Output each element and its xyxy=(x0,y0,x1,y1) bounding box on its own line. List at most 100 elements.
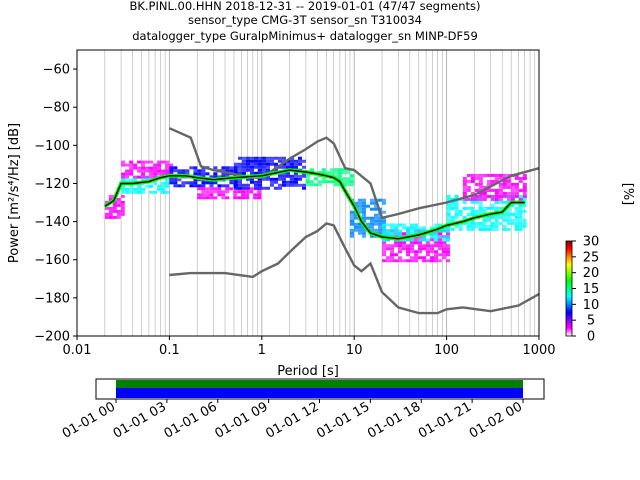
density-cell xyxy=(426,250,431,254)
density-cell xyxy=(382,229,387,233)
density-cell xyxy=(470,200,475,204)
density-cell xyxy=(329,168,334,172)
density-cell xyxy=(398,256,403,260)
density-cell xyxy=(454,212,459,216)
density-cell xyxy=(486,194,491,198)
density-cell xyxy=(522,197,527,201)
density-cell xyxy=(406,253,411,257)
density-cell xyxy=(402,223,407,227)
density-cell xyxy=(361,213,366,217)
density-cell xyxy=(253,196,258,200)
density-cell xyxy=(482,209,487,213)
density-cell xyxy=(522,218,527,222)
density-cell xyxy=(281,156,286,160)
density-cell xyxy=(197,196,202,200)
density-cell xyxy=(221,196,226,200)
density-cell xyxy=(253,180,258,184)
median-curve-line xyxy=(104,169,525,240)
density-cell xyxy=(418,247,423,251)
density-cell xyxy=(261,168,266,172)
density-cell xyxy=(458,224,463,228)
density-cell xyxy=(225,196,230,200)
density-cell xyxy=(490,173,495,177)
density-cell xyxy=(257,159,262,163)
density-cell xyxy=(450,218,455,222)
density-cell xyxy=(442,238,447,242)
density-cell xyxy=(245,193,250,197)
density-cell xyxy=(257,156,262,160)
density-cell xyxy=(494,224,499,228)
density-cell xyxy=(149,184,154,188)
density-cell xyxy=(478,227,483,231)
density-cell xyxy=(277,174,282,178)
density-cell xyxy=(502,200,507,204)
density-cell xyxy=(169,169,174,173)
density-cell xyxy=(213,187,218,191)
density-cell xyxy=(285,171,290,175)
density-cell xyxy=(430,259,435,263)
density-cell xyxy=(414,253,419,257)
density-cell xyxy=(494,191,499,195)
density-cell xyxy=(197,187,202,191)
density-cell xyxy=(201,190,206,194)
density-cell xyxy=(406,247,411,251)
density-cell xyxy=(153,175,158,179)
density-cell xyxy=(161,169,166,173)
density-cell xyxy=(406,238,411,242)
density-cell xyxy=(486,182,491,186)
density-cell xyxy=(120,194,125,198)
density-cell xyxy=(129,166,134,170)
density-cell xyxy=(149,172,154,176)
density-cell xyxy=(422,229,427,233)
density-cell xyxy=(349,177,354,181)
density-cell xyxy=(293,180,298,184)
density-cell xyxy=(237,168,242,172)
density-cell xyxy=(474,224,479,228)
colorbar-tick-label: 10 xyxy=(583,298,600,313)
density-cell xyxy=(474,188,479,192)
density-cell xyxy=(377,225,382,229)
density-cell xyxy=(482,206,487,210)
timeline-tick-label: 01-01 21 xyxy=(416,399,474,441)
density-cell xyxy=(381,219,386,223)
density-cell xyxy=(506,176,511,180)
density-cell xyxy=(478,179,483,183)
density-cell xyxy=(233,165,238,169)
density-cell xyxy=(317,183,322,187)
density-cell xyxy=(337,177,342,181)
density-cell xyxy=(141,163,146,167)
density-cell xyxy=(108,206,113,210)
density-cell xyxy=(490,194,495,198)
density-cell xyxy=(289,183,294,187)
density-cell xyxy=(233,180,238,184)
density-cell xyxy=(446,235,451,239)
density-cell xyxy=(173,166,178,170)
density-cell xyxy=(257,168,262,172)
density-cell xyxy=(293,177,298,181)
density-cell xyxy=(245,183,250,187)
density-cell xyxy=(104,212,109,216)
density-cell xyxy=(514,215,519,219)
density-cell xyxy=(390,253,395,257)
density-cell xyxy=(478,197,483,201)
density-cell xyxy=(121,172,126,176)
density-cell xyxy=(265,165,270,169)
density-cell xyxy=(514,227,519,231)
density-cell xyxy=(112,203,117,207)
density-cell xyxy=(478,191,483,195)
density-cell xyxy=(434,223,439,227)
density-cell xyxy=(381,210,386,214)
density-cell xyxy=(116,203,121,207)
x-tick-label: 0.01 xyxy=(63,343,92,358)
density-cell xyxy=(506,185,511,189)
density-cell xyxy=(514,176,519,180)
density-cell xyxy=(498,173,503,177)
density-cell xyxy=(245,190,250,194)
density-cell xyxy=(438,259,443,263)
density-cell xyxy=(482,197,487,201)
density-cell xyxy=(390,247,395,251)
density-cell xyxy=(309,180,314,184)
density-cell xyxy=(446,194,451,198)
density-cell xyxy=(518,218,523,222)
density-cell xyxy=(422,256,427,260)
